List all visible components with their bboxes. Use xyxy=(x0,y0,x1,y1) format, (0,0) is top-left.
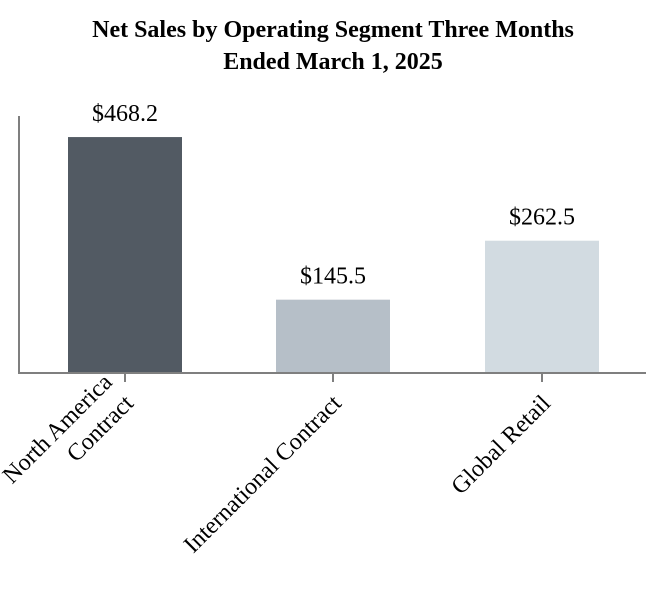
bar-0 xyxy=(68,137,182,373)
chart-title-line-1: Net Sales by Operating Segment Three Mon… xyxy=(92,17,574,43)
data-label-0: $468.2 xyxy=(92,101,158,127)
chart-title: Net Sales by Operating Segment Three Mon… xyxy=(0,14,666,78)
data-label-1: $145.5 xyxy=(300,264,366,290)
bar-1 xyxy=(276,299,390,373)
chart-title-line-2: Ended March 1, 2025 xyxy=(223,49,443,75)
x-tick-label-2: Global Retail xyxy=(447,390,557,500)
x-tick-label-1-line-0: International Contract xyxy=(179,390,347,558)
data-label-2: $262.5 xyxy=(509,205,575,231)
x-tick-label-1: International Contract xyxy=(179,390,347,558)
bar-2 xyxy=(485,240,599,373)
x-tick-label-2-line-0: Global Retail xyxy=(447,390,557,500)
